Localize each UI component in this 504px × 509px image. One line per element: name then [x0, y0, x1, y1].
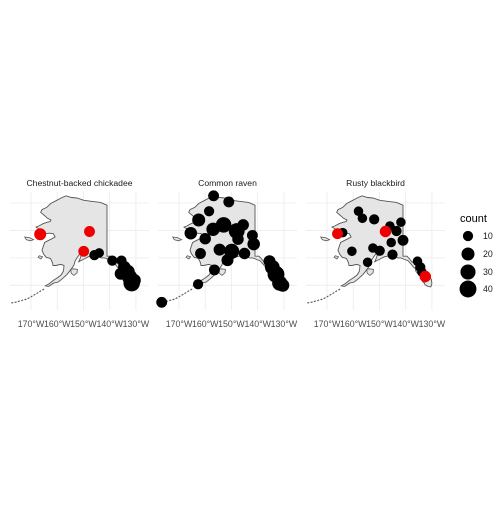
legend-size-key [460, 264, 476, 280]
observation-point [362, 257, 373, 268]
observation-point [357, 213, 368, 224]
island-shape [37, 255, 44, 260]
island-shape [70, 268, 78, 276]
facet-title: Common raven [198, 178, 257, 188]
observation-point [192, 213, 206, 227]
aleutian-islands [11, 288, 45, 304]
facet-panel: Rusty blackbird 170°W 160°W 150°W 140°W 130°W [306, 178, 446, 329]
observation-point [114, 267, 127, 280]
observation-point [387, 249, 398, 260]
island-shape [171, 236, 183, 242]
observation-point [221, 254, 234, 267]
x-tick-label: 140°W [244, 319, 271, 329]
observation-point [369, 214, 380, 225]
observation-point [208, 264, 220, 276]
highlighted-observation-point [34, 228, 47, 241]
highlighted-observation-point [332, 228, 343, 240]
x-tick-label: 150°W [218, 319, 245, 329]
observation-point [192, 279, 204, 290]
observation-point [238, 247, 251, 260]
legend-size-key [461, 247, 475, 261]
observation-point [353, 206, 364, 216]
x-tick-label: 160°W [340, 319, 367, 329]
observation-point [208, 190, 220, 202]
observation-point [397, 234, 409, 246]
x-tick-label: 170°W [18, 319, 45, 329]
x-axis: 170°W 160°W 150°W 140°W 130°W [166, 319, 298, 329]
observation-points [156, 190, 290, 308]
legend-title: count [460, 213, 487, 225]
x-tick-label: 130°W [123, 319, 150, 329]
island-shape [319, 236, 331, 242]
observation-point [347, 246, 357, 257]
island-shape [333, 255, 340, 260]
legend-label: 20 [483, 249, 493, 259]
observation-point [199, 232, 211, 245]
x-axis: 170°W 160°W 150°W 140°W 130°W [18, 319, 150, 329]
facet-title: Rusty blackbird [346, 178, 405, 188]
highlighted-observation-point [78, 245, 90, 257]
island-shape [366, 268, 374, 276]
observation-point [396, 217, 406, 227]
observation-point [107, 255, 118, 266]
observation-points [34, 226, 141, 292]
observation-point [237, 219, 249, 231]
x-tick-label: 170°W [314, 319, 341, 329]
island-shape [23, 236, 35, 242]
observation-point [386, 237, 396, 248]
x-tick-label: 130°W [271, 319, 298, 329]
x-tick-label: 140°W [392, 319, 419, 329]
facet-title: Chestnut-backed chickadee [26, 178, 132, 188]
aleutian-islands [307, 288, 341, 304]
x-tick-label: 150°W [70, 319, 97, 329]
island-shape [218, 268, 226, 276]
legend-size-key [462, 230, 474, 242]
legend-label: 30 [483, 267, 493, 277]
observation-point [213, 243, 226, 256]
x-tick-label: 170°W [166, 319, 193, 329]
highlighted-observation-point [419, 270, 432, 283]
observation-point [156, 296, 168, 308]
highlighted-observation-point [84, 226, 95, 237]
observation-point [195, 248, 206, 259]
legend-size-key [459, 280, 477, 298]
observation-point [276, 278, 290, 292]
alaska-landmass [330, 195, 433, 288]
island-shape [185, 255, 192, 260]
observation-point [391, 225, 402, 237]
observation-points [332, 206, 432, 283]
x-tick-label: 160°W [192, 319, 219, 329]
x-tick-label: 160°W [44, 319, 71, 329]
size-legend: count 10 20 30 40 [459, 213, 493, 298]
observation-point [232, 233, 244, 245]
highlighted-observation-point [379, 225, 392, 238]
observation-point [203, 206, 215, 217]
x-axis: 170°W 160°W 150°W 140°W 130°W [314, 319, 446, 329]
legend-label: 40 [483, 284, 493, 294]
legend-label: 10 [483, 231, 493, 241]
aleutian-islands [159, 288, 193, 304]
x-tick-label: 150°W [366, 319, 393, 329]
observation-point [127, 273, 141, 287]
facet-panel: Common raven 170°W 160°W 150°W 140°W 130°W [156, 178, 298, 329]
observation-point [184, 226, 198, 240]
observation-point [247, 237, 260, 251]
observation-point [215, 217, 232, 233]
observation-point [223, 196, 235, 208]
x-tick-label: 130°W [419, 319, 446, 329]
observation-point [94, 248, 104, 258]
facet-panel: Chestnut-backed chickadee 170°W 160°W 150°W… [10, 178, 150, 329]
observation-point [368, 243, 378, 253]
x-tick-label: 140°W [96, 319, 123, 329]
